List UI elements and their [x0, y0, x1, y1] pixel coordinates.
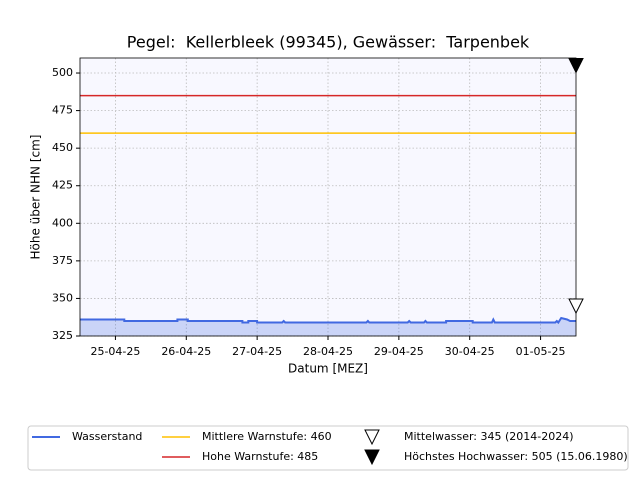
x-tick-label: 28-04-25	[303, 345, 353, 358]
y-tick-label: 450	[52, 141, 73, 154]
marker	[568, 58, 584, 74]
x-tick-label: 27-04-25	[232, 345, 282, 358]
x-tick-label: 30-04-25	[445, 345, 495, 358]
legend-label: Wasserstand	[72, 430, 142, 443]
x-tick-label: 25-04-25	[90, 345, 140, 358]
y-axis-label: Höhe über NHN [cm]	[29, 135, 43, 260]
legend-swatch	[364, 429, 380, 446]
y-tick-label: 350	[52, 291, 73, 304]
x-axis-label: Datum [MEZ]	[288, 362, 368, 376]
x-tick-label: 29-04-25	[374, 345, 424, 358]
plot-frame	[79, 57, 577, 337]
legend-label: Mittlere Warnstufe: 460	[202, 430, 332, 443]
legend-swatch	[364, 449, 380, 466]
plot-area	[80, 58, 576, 336]
y-tick-label: 500	[52, 66, 73, 79]
y-tick-label: 400	[52, 216, 73, 229]
x-tick-label: 26-04-25	[161, 345, 211, 358]
y-tick-label: 475	[52, 104, 73, 117]
y-tick-label: 375	[52, 254, 73, 267]
legend-label: Höchstes Hochwasser: 505 (15.06.1980)	[404, 450, 628, 463]
x-tick-label: 01-05-25	[516, 345, 566, 358]
area	[80, 318, 576, 336]
y-tick-label: 425	[52, 179, 73, 192]
legend-label: Hohe Warnstufe: 485	[202, 450, 318, 463]
chart-title: Pegel: Kellerbleek (99345), Gewässer: Ta…	[127, 33, 530, 52]
marker	[568, 298, 584, 315]
legend-label: Mittelwasser: 345 (2014-2024)	[404, 430, 574, 443]
line	[80, 316, 576, 325]
y-tick-label: 325	[52, 329, 73, 342]
